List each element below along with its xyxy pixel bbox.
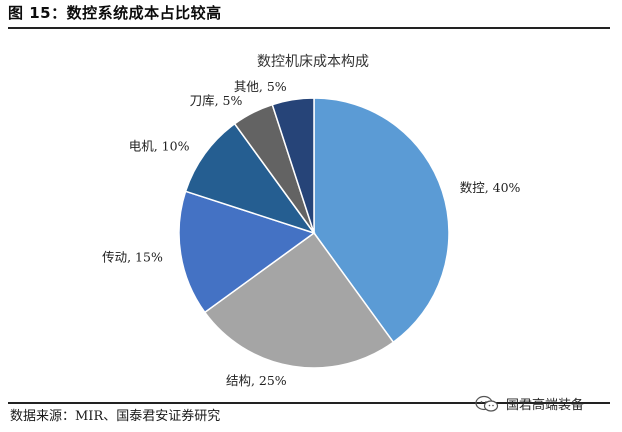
pie-slices (178, 97, 450, 369)
pie-label-3: 电机, 10% (129, 138, 190, 153)
pie-slice-2 (178, 190, 316, 314)
bottom-rule (8, 402, 610, 404)
pie-slice-5 (271, 97, 315, 234)
pie-label-5: 其他, 5% (234, 79, 287, 94)
pie-slice-0 (313, 97, 450, 344)
watermark-text: 国君高端装备 (506, 398, 585, 413)
watermark: 国君高端装备 (474, 394, 584, 413)
chart-title: 数控机床成本构成 (257, 54, 369, 70)
pie-label-2: 传动, 15% (102, 249, 163, 264)
pie-slice-3 (184, 122, 316, 235)
pie-label-4: 刀库, 5% (190, 93, 243, 108)
pie-label-1: 结构, 25% (226, 373, 287, 388)
figure-title: 图 15：数控系统成本占比较高 (8, 4, 222, 22)
source-note: 数据来源：MIR、国泰君安证券研究 (10, 409, 221, 424)
wechat-icon (474, 395, 500, 413)
top-rule (8, 27, 610, 29)
pie-labels: 数控, 40% 结构, 25% 传动, 15% 电机, 10% 刀库, 5%其他, 5% (102, 79, 520, 388)
pie-slice-1 (203, 231, 395, 369)
pie-label-0: 数控, 40% (460, 180, 521, 195)
